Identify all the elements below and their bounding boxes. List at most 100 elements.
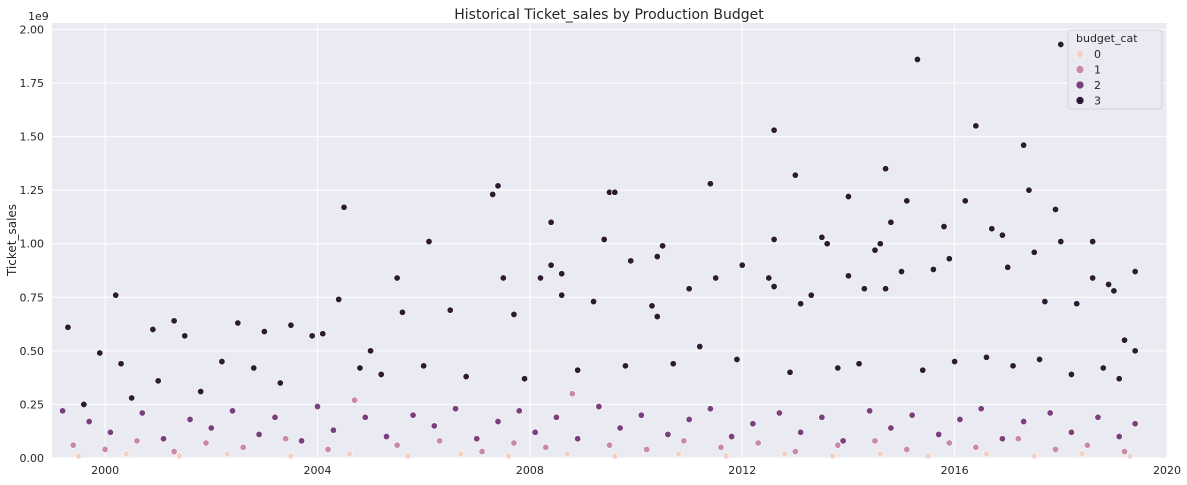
scatter-point-budget-3 [659, 242, 667, 250]
scatter-point-budget-3 [903, 197, 911, 205]
legend-label: 3 [1094, 95, 1101, 108]
scatter-point-budget-0 [828, 452, 836, 460]
x-tick-label: 2004 [303, 464, 331, 477]
scatter-point-budget-3 [871, 246, 879, 254]
scatter-point-budget-1 [1121, 448, 1129, 456]
scatter-point-budget-3 [855, 360, 863, 368]
scatter-point-budget-3 [260, 328, 268, 336]
scatter-point-budget-2 [207, 424, 215, 432]
scatter-point-budget-0 [722, 452, 730, 460]
grid-lines [52, 23, 1168, 459]
scatter-point-budget-3 [1105, 280, 1113, 288]
legend-marker [1075, 49, 1085, 59]
scatter-point-budget-3 [882, 285, 890, 293]
scatter-point-budget-2 [255, 430, 263, 438]
legend-marker [1075, 80, 1085, 90]
scatter-point-budget-3 [64, 323, 72, 331]
scatter-point-budget-3 [611, 188, 619, 196]
scatter-point-budget-2 [685, 415, 693, 423]
legend-marker [1075, 96, 1085, 105]
scatter-point-budget-3 [627, 257, 635, 265]
scatter-point-budget-3 [558, 291, 566, 299]
scatter-point-budget-3 [170, 317, 178, 325]
x-tick-label: 2016 [941, 464, 969, 477]
scatter-point-budget-3 [1121, 336, 1129, 344]
scatter-point-budget-3 [823, 240, 831, 248]
scatter-point-budget-3 [669, 360, 677, 368]
y-tick-label: 0.50 [20, 345, 45, 358]
y-tick-label: 1.50 [20, 131, 45, 144]
scatter-point-budget-3 [367, 347, 375, 355]
scatter-point-budget-3 [834, 364, 842, 372]
scatter-point-budget-3 [181, 332, 189, 340]
scatter-point-budget-3 [706, 180, 714, 188]
scatter-point-budget-2 [574, 435, 582, 443]
scatter-point-budget-3 [648, 302, 656, 310]
scatter-point-budget-3 [860, 285, 868, 293]
scatter-point-budget-1 [436, 437, 444, 445]
y-tick-label: 0.25 [20, 398, 45, 411]
scatter-point-budget-0 [75, 452, 83, 460]
scatter-point-budget-2 [552, 413, 560, 421]
scatter-point-budget-1 [680, 437, 688, 445]
scatter-point-budget-2 [531, 428, 539, 436]
scatter-point-budget-2 [160, 435, 168, 443]
legend-label: 2 [1094, 79, 1101, 92]
scatter-point-budget-1 [972, 443, 980, 451]
y-offset-label: 1e9 [28, 10, 49, 23]
scatter-point-budget-3 [1131, 347, 1139, 355]
scatter-point-budget-3 [1089, 274, 1097, 282]
legend-entries: 0 1 2 3 [1075, 48, 1101, 108]
scatter-point-budget-2 [186, 415, 194, 423]
scatter-point-budget-2 [515, 407, 523, 415]
scatter-point-budget-3 [1036, 355, 1044, 363]
scatter-point-budget-2 [85, 418, 93, 426]
y-axis-ticks: 0.00 0.25 0.50 0.75 1.00 1.25 1.50 1.75 2.00 [20, 23, 45, 465]
scatter-point-budget-1 [324, 445, 332, 453]
x-axis-ticks: 2000 2004 2008 2012 2016 2020 [91, 464, 1181, 477]
scatter-point-budget-2 [728, 433, 736, 441]
scatter-point-budget-2 [839, 437, 847, 445]
legend-marker [1075, 65, 1085, 74]
scatter-point-budget-2 [59, 407, 67, 415]
scatter-point-budget-0 [563, 450, 571, 458]
scatter-point-budget-3 [685, 285, 693, 293]
scatter-point-budget-3 [234, 319, 242, 327]
scatter-point-budget-3 [600, 235, 608, 243]
scatter-point-budget-3 [653, 253, 661, 261]
scatter-point-budget-3 [547, 261, 555, 269]
scatter-point-budget-2 [1131, 420, 1139, 428]
scatter-point-budget-1 [834, 441, 842, 449]
scatter-point-budget-3 [1025, 186, 1033, 194]
scatter-point-budget-3 [696, 343, 704, 351]
scatter-point-budget-1 [133, 437, 141, 445]
scatter-point-budget-1 [393, 441, 401, 449]
scatter-point-budget-2 [887, 424, 895, 432]
scatter-point-budget-0 [611, 452, 619, 460]
scatter-point-budget-3 [510, 310, 518, 318]
scatter-point-budget-3 [197, 388, 205, 396]
scatter-point-budget-1 [202, 439, 210, 447]
scatter-point-budget-2 [329, 426, 337, 434]
scatter-point-budget-3 [1131, 268, 1139, 276]
scatter-point-budget-1 [170, 448, 178, 456]
scatter-point-budget-3 [117, 360, 125, 368]
scatter-point-budget-3 [1073, 300, 1081, 308]
scatter-point-budget-1 [754, 439, 762, 447]
scatter-point-budget-3 [844, 193, 852, 201]
legend-title: budget_cat [1076, 32, 1138, 45]
scatter-point-budget-3 [951, 358, 959, 366]
y-tick-label: 1.75 [20, 77, 45, 90]
scatter-point-budget-1 [791, 448, 799, 456]
scatter-point-budget-2 [1067, 428, 1075, 436]
scatter-point-budget-1 [239, 443, 247, 451]
scatter-point-budget-2 [616, 424, 624, 432]
scatter-point-budget-0 [345, 450, 353, 458]
scatter-point-budget-2 [298, 437, 306, 445]
y-tick-label: 1.00 [20, 238, 45, 251]
scatter-point-budget-2 [229, 407, 237, 415]
scatter-point-budget-2 [473, 435, 481, 443]
scatter-point-budget-3 [1110, 287, 1118, 295]
scatter-point-budget-3 [462, 373, 470, 381]
scatter-point-budget-0 [1078, 450, 1086, 458]
